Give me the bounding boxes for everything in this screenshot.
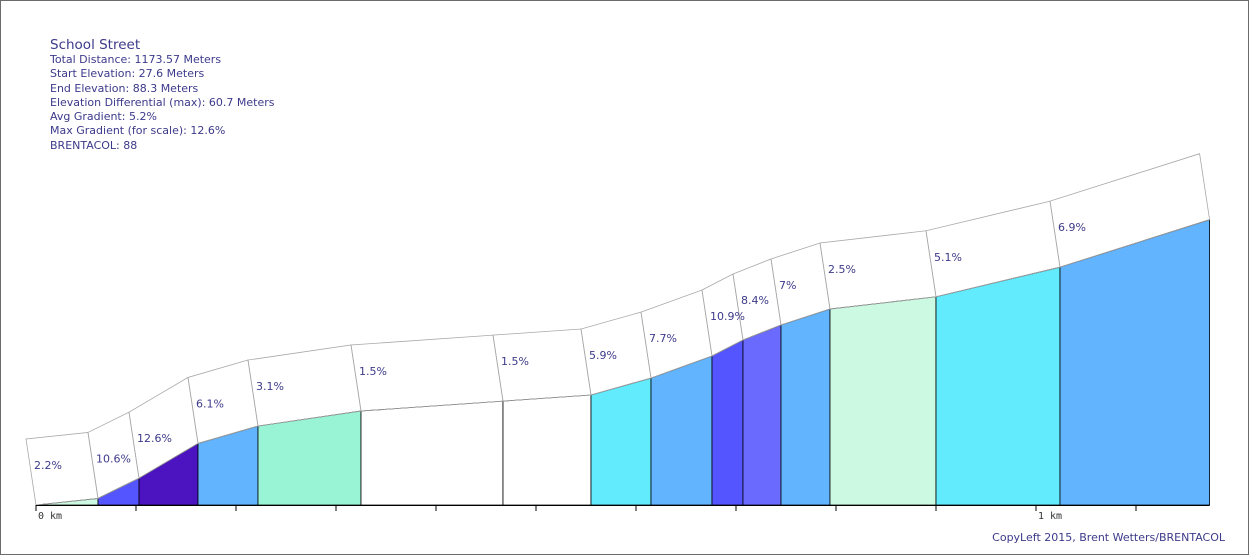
info-avg-gradient: Avg Gradient: 5.2% (50, 110, 157, 124)
info-brentacol: BRENTACOL: 88 (50, 138, 138, 152)
gradient-label-8: 5.9% (589, 349, 617, 362)
profile-segment-4 (197, 425, 259, 506)
profile-segment-11 (742, 324, 782, 506)
profile-segment-3 (138, 442, 199, 506)
gradient-label-7: 1.5% (501, 355, 529, 368)
x-tick-label-1: 1 km (1038, 511, 1062, 522)
profile-segment-10 (711, 339, 744, 506)
profile-segment-9 (650, 355, 713, 506)
info-end-elevation: End Elevation: 88.3 Meters (50, 81, 199, 95)
route-title: School Street (50, 37, 141, 53)
gradient-label-14: 5.1% (934, 251, 962, 264)
profile-segment-13 (829, 296, 937, 506)
gradient-label-2: 10.6% (96, 452, 131, 465)
gradient-label-11: 8.4% (741, 294, 769, 307)
gradient-label-15: 6.9% (1058, 221, 1086, 234)
info-elevation-differential: Elevation Differential (max): 60.7 Meter… (50, 95, 275, 109)
gradient-label-9: 7.7% (649, 332, 677, 345)
gradient-label-5: 3.1% (256, 380, 284, 393)
x-tick-label-0: 0 km (38, 511, 62, 522)
profile-segment-2 (97, 477, 140, 506)
info-start-elevation: Start Elevation: 27.6 Meters (50, 67, 205, 81)
gradient-label-13: 2.5% (828, 263, 856, 276)
copyleft-credit: CopyLeft 2015, Brent Wetters/BRENTACOL (992, 531, 1225, 544)
gradient-band-15 (1049, 153, 1211, 268)
profile-segment-7 (502, 394, 592, 506)
info-max-gradient: Max Gradient (for scale): 12.6% (50, 124, 226, 138)
profile-segment-6 (360, 400, 504, 506)
profile-segment-14 (935, 266, 1061, 506)
gradient-label-1: 2.2% (34, 459, 62, 472)
gradient-label-6: 1.5% (359, 365, 387, 378)
profile-segment-15 (1059, 219, 1210, 506)
gradient-label-3: 12.6% (137, 432, 172, 445)
profile-segment-5 (257, 410, 362, 506)
profile-segment-8 (590, 377, 652, 506)
gradient-label-10: 10.9% (710, 310, 745, 323)
info-total-distance: Total Distance: 1173.57 Meters (50, 53, 222, 66)
route-info-panel: School Street Total Distance: 1173.57 Me… (50, 37, 274, 153)
gradient-label-12: 7% (779, 279, 796, 292)
profile-segment-12 (780, 308, 831, 506)
gradient-label-4: 6.1% (196, 397, 224, 410)
